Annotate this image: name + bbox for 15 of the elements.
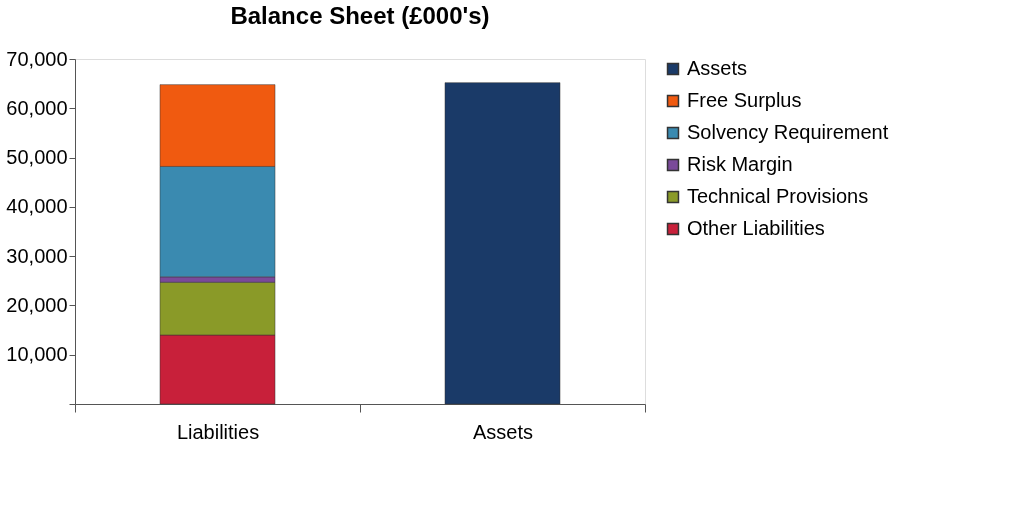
y-tick-label: 50,000 bbox=[6, 146, 68, 169]
legend-label: Risk Margin bbox=[687, 153, 793, 175]
legend-label: Free Surplus bbox=[687, 89, 802, 111]
legend-label: Other Liabilities bbox=[687, 217, 825, 239]
y-tick-label: 40,000 bbox=[6, 195, 68, 218]
chart-title: Balance Sheet (£000's) bbox=[230, 2, 490, 29]
y-tick-label: 20,000 bbox=[6, 293, 68, 316]
y-tick-label: 30,000 bbox=[6, 244, 68, 267]
x-tick-label: Liabilities bbox=[176, 420, 260, 443]
legend-label: Assets bbox=[687, 57, 748, 79]
legend-label: Solvency Requirement bbox=[687, 121, 889, 143]
legend-label: Technical Provisions bbox=[687, 185, 869, 207]
y-tick-label: 70,000 bbox=[6, 47, 68, 70]
y-tick-label: 10,000 bbox=[6, 343, 68, 366]
y-tick-label: 60,000 bbox=[6, 96, 68, 119]
